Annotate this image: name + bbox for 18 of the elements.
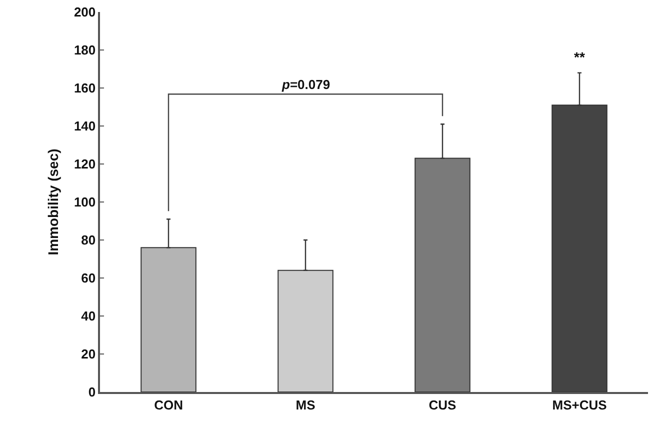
y-tick-label: 60 bbox=[81, 270, 96, 286]
x-tick-label: MS+CUS bbox=[552, 397, 608, 412]
y-tick-label: 200 bbox=[74, 4, 96, 20]
x-tick-label: CUS bbox=[428, 397, 457, 412]
y-tick-label: 80 bbox=[81, 232, 96, 248]
y-tick-label: 0 bbox=[88, 384, 96, 400]
y-tick-label: 100 bbox=[74, 194, 96, 210]
x-tick-label: MS bbox=[296, 397, 316, 412]
y-tick-label: 120 bbox=[74, 156, 96, 172]
annotation: p=0.079 bbox=[281, 77, 330, 92]
annotation: ** bbox=[574, 49, 586, 65]
y-tick-label: 160 bbox=[74, 80, 96, 96]
y-tick-label: 20 bbox=[81, 346, 96, 362]
y-axis-title: Immobility (sec) bbox=[45, 148, 62, 256]
x-tick-label: CON bbox=[154, 397, 183, 412]
y-tick-label: 140 bbox=[74, 118, 96, 134]
y-tick-label: 180 bbox=[74, 42, 96, 58]
y-tick-label: 40 bbox=[81, 308, 96, 324]
